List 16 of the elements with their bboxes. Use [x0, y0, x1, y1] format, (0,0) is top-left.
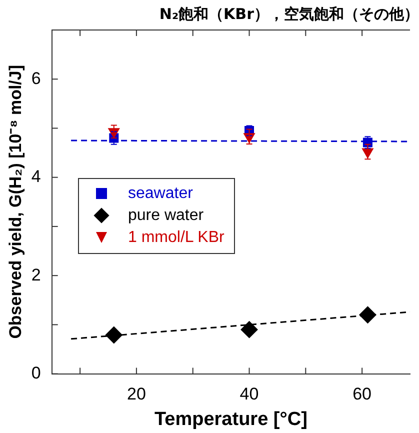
- y-tick-label: 0: [31, 363, 41, 382]
- x-tick-label: 40: [240, 384, 259, 404]
- point: [105, 326, 122, 344]
- y-tick-label: 2: [31, 265, 41, 284]
- y-tick-label: 4: [31, 167, 41, 186]
- point: [240, 321, 258, 338]
- legend-label: pure water: [128, 207, 204, 224]
- x-axis-title: Temperature [°C]: [154, 408, 308, 430]
- point: [359, 306, 376, 324]
- legend-label: 1 mmol/L KBr: [128, 229, 224, 246]
- chart-title: N₂飽和（KBr），空気飽和（その他）: [159, 4, 419, 23]
- x-tick-label: 20: [126, 384, 146, 404]
- y-axis-title: Observed yield, G(H₂) [10⁻⁸ mol/J]: [6, 64, 25, 339]
- x-tick-label: 60: [352, 384, 372, 404]
- legend-label: seawater: [128, 185, 193, 202]
- y-tick-label: 6: [31, 68, 41, 88]
